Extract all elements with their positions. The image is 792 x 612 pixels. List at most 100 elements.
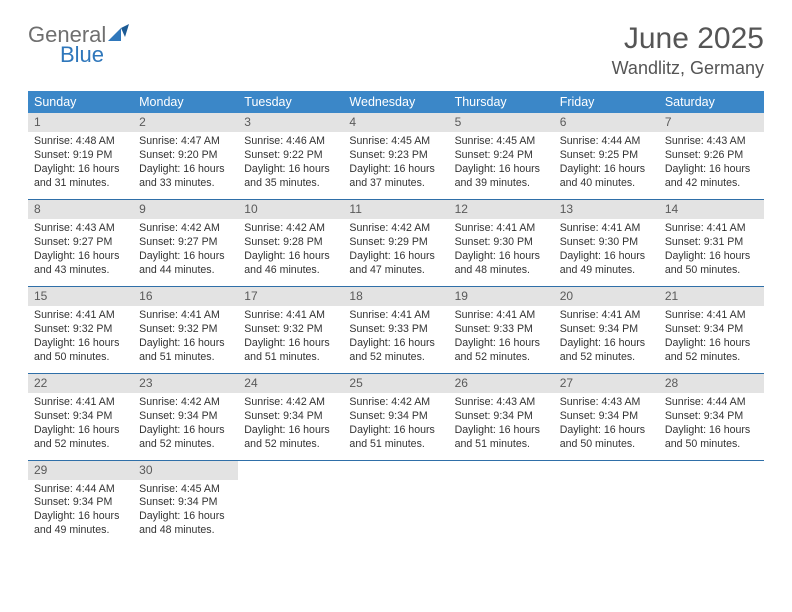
daylight-text-1: Daylight: 16 hours: [139, 510, 232, 524]
sunrise-text: Sunrise: 4:41 AM: [560, 222, 653, 236]
day-cell: [343, 480, 448, 547]
day-cell: Sunrise: 4:41 AMSunset: 9:34 PMDaylight:…: [659, 306, 764, 373]
day-cell: Sunrise: 4:41 AMSunset: 9:32 PMDaylight:…: [133, 306, 238, 373]
day-number: 10: [238, 200, 343, 219]
daylight-text-2: and 51 minutes.: [139, 351, 232, 365]
daylight-text-1: Daylight: 16 hours: [455, 424, 548, 438]
day-cell: Sunrise: 4:42 AMSunset: 9:29 PMDaylight:…: [343, 219, 448, 286]
daylight-text-1: Daylight: 16 hours: [665, 163, 758, 177]
day-cell: Sunrise: 4:41 AMSunset: 9:33 PMDaylight:…: [449, 306, 554, 373]
weekday-label: Friday: [554, 91, 659, 113]
sunrise-text: Sunrise: 4:41 AM: [349, 309, 442, 323]
sunset-text: Sunset: 9:30 PM: [455, 236, 548, 250]
sunset-text: Sunset: 9:23 PM: [349, 149, 442, 163]
sunrise-text: Sunrise: 4:41 AM: [665, 222, 758, 236]
daylight-text-2: and 40 minutes.: [560, 177, 653, 191]
sunrise-text: Sunrise: 4:41 AM: [244, 309, 337, 323]
day-number: 15: [28, 287, 133, 306]
day-number: [238, 461, 343, 480]
sunrise-text: Sunrise: 4:41 AM: [455, 309, 548, 323]
calendar: Sunday Monday Tuesday Wednesday Thursday…: [28, 91, 764, 546]
sunrise-text: Sunrise: 4:45 AM: [139, 483, 232, 497]
day-cell: Sunrise: 4:41 AMSunset: 9:30 PMDaylight:…: [449, 219, 554, 286]
daylight-text-2: and 51 minutes.: [349, 438, 442, 452]
day-number: 28: [659, 374, 764, 393]
daylight-text-1: Daylight: 16 hours: [34, 337, 127, 351]
sunrise-text: Sunrise: 4:45 AM: [349, 135, 442, 149]
sunrise-text: Sunrise: 4:41 AM: [139, 309, 232, 323]
sunrise-text: Sunrise: 4:42 AM: [349, 396, 442, 410]
sunrise-text: Sunrise: 4:41 AM: [34, 396, 127, 410]
day-number: 25: [343, 374, 448, 393]
daylight-text-2: and 52 minutes.: [34, 438, 127, 452]
logo-mark-icon: [108, 24, 130, 47]
daylight-text-1: Daylight: 16 hours: [349, 163, 442, 177]
daylight-text-1: Daylight: 16 hours: [560, 424, 653, 438]
sunset-text: Sunset: 9:29 PM: [349, 236, 442, 250]
sunrise-text: Sunrise: 4:44 AM: [560, 135, 653, 149]
daylight-text-2: and 52 minutes.: [560, 351, 653, 365]
sunrise-text: Sunrise: 4:46 AM: [244, 135, 337, 149]
day-cell: Sunrise: 4:43 AMSunset: 9:34 PMDaylight:…: [449, 393, 554, 460]
day-cell: Sunrise: 4:42 AMSunset: 9:27 PMDaylight:…: [133, 219, 238, 286]
day-number: 22: [28, 374, 133, 393]
day-cell: [238, 480, 343, 547]
sunset-text: Sunset: 9:31 PM: [665, 236, 758, 250]
daylight-text-2: and 50 minutes.: [34, 351, 127, 365]
daylight-text-2: and 46 minutes.: [244, 264, 337, 278]
daylight-text-2: and 52 minutes.: [349, 351, 442, 365]
daylight-text-1: Daylight: 16 hours: [139, 163, 232, 177]
sunset-text: Sunset: 9:34 PM: [665, 410, 758, 424]
daylight-text-1: Daylight: 16 hours: [244, 337, 337, 351]
weekday-label: Thursday: [449, 91, 554, 113]
weekday-header-row: Sunday Monday Tuesday Wednesday Thursday…: [28, 91, 764, 113]
day-number: 18: [343, 287, 448, 306]
daylight-text-2: and 49 minutes.: [34, 524, 127, 538]
daylight-text-2: and 35 minutes.: [244, 177, 337, 191]
day-number: 30: [133, 461, 238, 480]
weekday-label: Monday: [133, 91, 238, 113]
day-cell: Sunrise: 4:43 AMSunset: 9:27 PMDaylight:…: [28, 219, 133, 286]
day-number: 4: [343, 113, 448, 132]
day-cell: Sunrise: 4:42 AMSunset: 9:34 PMDaylight:…: [343, 393, 448, 460]
week-row: 22232425262728Sunrise: 4:41 AMSunset: 9:…: [28, 374, 764, 461]
daylight-text-2: and 44 minutes.: [139, 264, 232, 278]
sunrise-text: Sunrise: 4:42 AM: [349, 222, 442, 236]
week-row: 1234567Sunrise: 4:48 AMSunset: 9:19 PMDa…: [28, 113, 764, 200]
day-cell: [449, 480, 554, 547]
sunrise-text: Sunrise: 4:42 AM: [139, 396, 232, 410]
day-number: [343, 461, 448, 480]
week-row: 15161718192021Sunrise: 4:41 AMSunset: 9:…: [28, 287, 764, 374]
daylight-text-2: and 42 minutes.: [665, 177, 758, 191]
day-number: 5: [449, 113, 554, 132]
day-cell: Sunrise: 4:48 AMSunset: 9:19 PMDaylight:…: [28, 132, 133, 199]
day-cell: Sunrise: 4:45 AMSunset: 9:24 PMDaylight:…: [449, 132, 554, 199]
daylight-text-1: Daylight: 16 hours: [349, 250, 442, 264]
day-number: 11: [343, 200, 448, 219]
sunset-text: Sunset: 9:20 PM: [139, 149, 232, 163]
daylight-text-2: and 50 minutes.: [665, 264, 758, 278]
day-cell: [659, 480, 764, 547]
daylight-text-2: and 51 minutes.: [455, 438, 548, 452]
daylight-text-1: Daylight: 16 hours: [34, 424, 127, 438]
weekday-label: Wednesday: [343, 91, 448, 113]
sunset-text: Sunset: 9:33 PM: [455, 323, 548, 337]
sunset-text: Sunset: 9:27 PM: [34, 236, 127, 250]
daylight-text-1: Daylight: 16 hours: [349, 337, 442, 351]
sunset-text: Sunset: 9:34 PM: [139, 496, 232, 510]
title-block: June 2025 Wandlitz, Germany: [612, 22, 764, 79]
daylight-text-1: Daylight: 16 hours: [34, 163, 127, 177]
daylight-text-2: and 33 minutes.: [139, 177, 232, 191]
day-cell: Sunrise: 4:41 AMSunset: 9:32 PMDaylight:…: [28, 306, 133, 373]
sunrise-text: Sunrise: 4:44 AM: [665, 396, 758, 410]
day-cell: [554, 480, 659, 547]
sunset-text: Sunset: 9:34 PM: [560, 410, 653, 424]
day-cell: Sunrise: 4:42 AMSunset: 9:28 PMDaylight:…: [238, 219, 343, 286]
daylight-text-2: and 31 minutes.: [34, 177, 127, 191]
sunrise-text: Sunrise: 4:48 AM: [34, 135, 127, 149]
sunset-text: Sunset: 9:27 PM: [139, 236, 232, 250]
day-number: 17: [238, 287, 343, 306]
sunset-text: Sunset: 9:19 PM: [34, 149, 127, 163]
sunset-text: Sunset: 9:34 PM: [139, 410, 232, 424]
day-number: 7: [659, 113, 764, 132]
